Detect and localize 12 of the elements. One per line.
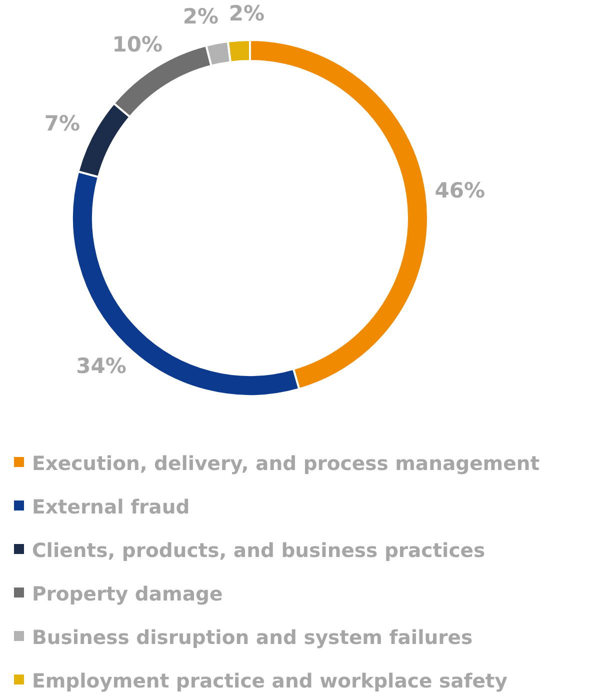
legend-label: Clients, products, and business practices (32, 538, 486, 562)
legend-label: Business disruption and system failures (32, 626, 473, 649)
legend-label: External fraud (32, 495, 190, 518)
data-label: 2% (228, 1, 265, 26)
data-label: 10% (112, 32, 163, 56)
data-label: 46% (434, 178, 486, 202)
legend-label: Employment practice and workplace safety (32, 669, 508, 692)
data-label: 7% (44, 111, 80, 136)
data-label: 34% (76, 354, 126, 378)
legend-label: Property damage (32, 582, 223, 606)
legend-label: Execution, delivery, and process management (32, 452, 540, 475)
data-label: 2% (182, 4, 219, 29)
